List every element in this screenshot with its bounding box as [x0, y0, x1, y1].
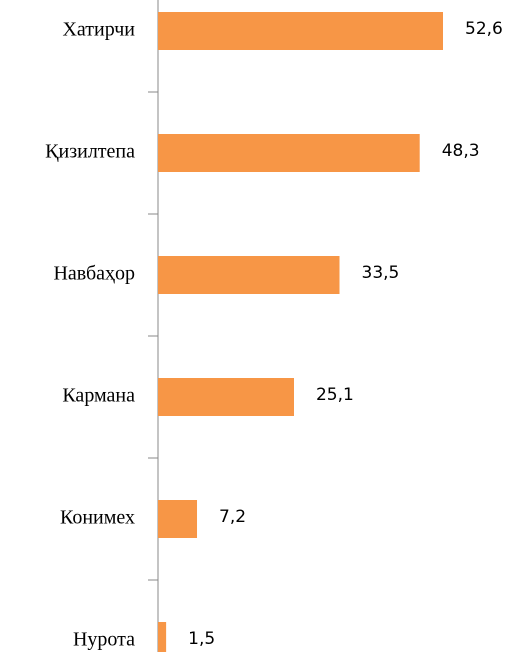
category-label: Қизилтепа	[45, 141, 135, 163]
bar	[158, 256, 340, 294]
value-label: 52,6	[465, 19, 503, 39]
value-label: 1,5	[188, 629, 215, 649]
bar	[158, 622, 167, 652]
category-label: Конимех	[60, 507, 135, 529]
category-label: Кармана	[62, 385, 135, 407]
category-label: Навбаҳор	[53, 263, 135, 285]
value-label: 7,2	[219, 507, 246, 527]
bar	[158, 500, 198, 538]
value-label: 48,3	[442, 141, 480, 161]
bar	[158, 134, 420, 172]
category-label: Хатирчи	[62, 19, 135, 41]
value-label: 33,5	[362, 263, 400, 283]
bar	[158, 378, 294, 416]
value-label: 25,1	[316, 385, 354, 405]
category-label: Нурота	[73, 629, 135, 651]
bar	[158, 12, 443, 50]
